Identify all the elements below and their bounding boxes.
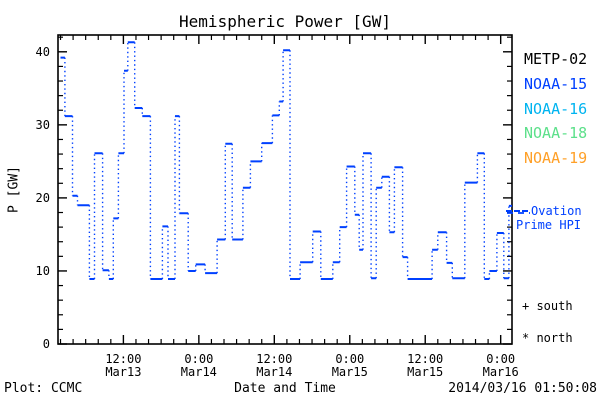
ovation-prime-hpi-key: Ovation Prime HPI [506,204,582,232]
x-tick-date-label: Mar15 [332,365,368,379]
x-tick-time-label: 0:00 [184,352,213,366]
south-marker-key: + south [522,299,573,313]
x-tick-date-label: Mar15 [407,365,443,379]
x-tick-time-label: 12:00 [407,352,443,366]
x-tick-date-label: Mar14 [256,365,292,379]
legend-item-noaa-16: NOAA-16 [524,99,588,118]
y-tick-label: 20 [36,191,50,205]
y-tick-label: 0 [43,337,50,351]
x-tick-time-label: 0:00 [335,352,364,366]
satellite-legend: METP-02 NOAA-15 NOAA-16 NOAA-18 NOAA-19 [524,47,587,171]
ovation-label-line2: Prime HPI [516,218,582,232]
y-tick-label: 10 [36,264,50,278]
y-tick-label: 30 [36,118,50,132]
x-tick-date-label: Mar14 [181,365,217,379]
plot-timestamp: 2014/03/16 01:50:08 [448,381,597,396]
y-tick-label: 40 [36,45,50,59]
legend-item-noaa-15: NOAA-15 [524,74,588,93]
legend-item-metp-02: METP-02 [524,50,588,68]
north-marker-key: * north [522,331,573,345]
x-tick-time-label: 0:00 [486,352,515,366]
dashed-line-sample-icon [506,210,528,212]
x-axis-title: Date and Time [234,381,336,396]
plot-border [57,34,513,345]
x-tick-date-label: Mar13 [105,365,141,379]
plot-source-label: Plot: CCMC [4,381,83,396]
noaa15-step-connectors [64,42,510,279]
noaa15-data-series [60,41,512,280]
x-tick-date-label: Mar16 [483,365,519,379]
legend-item-noaa-19: NOAA-19 [524,149,588,168]
chart-title: Hemispheric Power [GW] [179,12,391,31]
legend-item-noaa-18: NOAA-18 [524,124,588,143]
ovation-label-line1: Ovation [531,204,582,218]
x-tick-time-label: 12:00 [105,352,141,366]
x-tick-time-label: 12:00 [256,352,292,366]
